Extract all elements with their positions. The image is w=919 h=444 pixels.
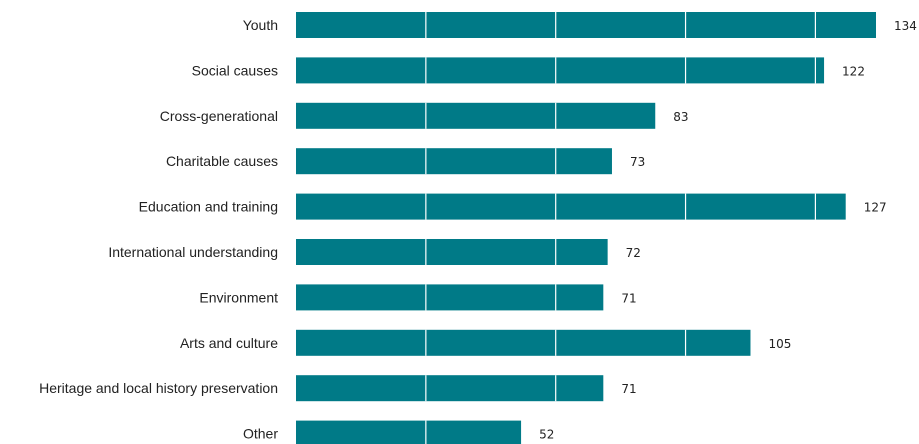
value-label-9: 52 <box>539 428 554 442</box>
value-label-5: 72 <box>626 246 641 260</box>
bar-6 <box>296 284 604 311</box>
category-label-2: Cross-generational <box>160 108 278 124</box>
value-label-7: 105 <box>768 337 791 351</box>
value-label-0: 134 <box>894 19 917 33</box>
values-layer: 134 122 83 73 127 72 71 105 71 52 <box>539 19 917 442</box>
labels-layer: Youth Social causes Cross-generational Char… <box>39 17 278 442</box>
value-label-1: 122 <box>842 64 865 78</box>
category-label-5: International understanding <box>108 244 278 260</box>
category-label-4: Education and training <box>139 199 278 215</box>
bar-3 <box>296 148 612 175</box>
value-label-6: 71 <box>621 291 636 305</box>
category-label-0: Youth <box>243 17 278 33</box>
category-label-9: Other <box>243 426 278 442</box>
bar-2 <box>296 102 656 129</box>
category-label-8: Heritage and local history preservation <box>39 380 278 396</box>
bars-layer <box>296 12 876 444</box>
category-label-3: Charitable causes <box>166 153 278 169</box>
bar-0 <box>296 12 876 38</box>
bar-4 <box>296 193 846 220</box>
bar-5 <box>296 239 608 265</box>
bar-7 <box>296 329 751 356</box>
grid-layer <box>425 12 817 444</box>
value-label-8: 71 <box>621 382 636 396</box>
category-label-7: Arts and culture <box>180 335 278 351</box>
bar-9 <box>296 420 522 444</box>
bar-8 <box>296 375 604 402</box>
bar-1 <box>296 57 825 84</box>
value-label-3: 73 <box>630 155 645 169</box>
value-label-2: 83 <box>673 110 688 124</box>
value-label-4: 127 <box>864 201 887 215</box>
category-label-1: Social causes <box>192 62 278 78</box>
category-label-6: Environment <box>199 289 278 305</box>
